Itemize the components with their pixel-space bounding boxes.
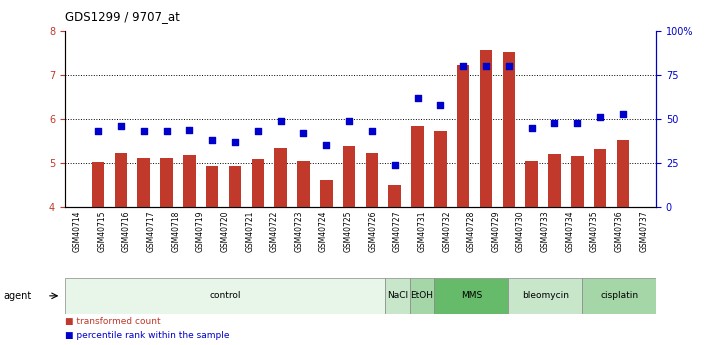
Point	[526, 125, 537, 130]
Text: GSM40716: GSM40716	[122, 210, 131, 252]
Text: GSM40722: GSM40722	[270, 210, 279, 252]
Bar	[275, 148, 287, 207]
Bar	[479, 50, 492, 207]
FancyBboxPatch shape	[508, 278, 583, 314]
Text: GSM40725: GSM40725	[344, 210, 353, 252]
Point	[206, 137, 218, 143]
Point	[549, 120, 560, 125]
Bar	[571, 156, 583, 207]
Bar	[457, 65, 469, 207]
Bar	[594, 149, 606, 207]
Point	[617, 111, 629, 117]
Point	[435, 102, 446, 108]
Text: GSM40734: GSM40734	[565, 210, 575, 252]
Point	[503, 63, 515, 69]
Bar	[92, 162, 105, 207]
Point	[572, 120, 583, 125]
Text: GSM40732: GSM40732	[442, 210, 451, 252]
Bar	[503, 52, 515, 207]
Text: GSM40730: GSM40730	[516, 210, 525, 252]
Point	[343, 118, 355, 124]
Text: GSM40727: GSM40727	[393, 210, 402, 252]
Point	[252, 129, 264, 134]
Text: GSM40715: GSM40715	[97, 210, 106, 252]
Text: agent: agent	[4, 291, 32, 301]
Text: GSM40718: GSM40718	[172, 210, 180, 252]
Bar	[526, 161, 538, 207]
Text: GSM40736: GSM40736	[615, 210, 624, 252]
Bar	[366, 153, 379, 207]
Point	[229, 139, 241, 145]
Text: GSM40717: GSM40717	[146, 210, 156, 252]
Point	[321, 143, 332, 148]
Text: GSM40728: GSM40728	[467, 210, 476, 252]
Bar	[411, 126, 424, 207]
Bar	[160, 158, 173, 207]
Text: GSM40721: GSM40721	[245, 210, 254, 252]
Bar	[389, 185, 401, 207]
Bar	[115, 153, 127, 207]
Point	[92, 129, 104, 134]
Point	[138, 129, 149, 134]
Text: GSM40723: GSM40723	[294, 210, 304, 252]
Text: GDS1299 / 9707_at: GDS1299 / 9707_at	[65, 10, 180, 23]
Bar	[297, 161, 310, 207]
Text: GSM40714: GSM40714	[73, 210, 81, 252]
Bar	[206, 166, 218, 207]
Text: cisplatin: cisplatin	[600, 291, 638, 300]
Point	[457, 63, 469, 69]
Text: GSM40729: GSM40729	[492, 210, 500, 252]
Point	[298, 130, 309, 136]
Bar	[342, 146, 355, 207]
Text: GSM40733: GSM40733	[541, 210, 549, 252]
Text: ■ transformed count: ■ transformed count	[65, 317, 161, 326]
FancyBboxPatch shape	[385, 278, 410, 314]
Point	[161, 129, 172, 134]
Bar	[320, 180, 332, 207]
Text: GSM40720: GSM40720	[221, 210, 229, 252]
Text: GSM40735: GSM40735	[590, 210, 599, 252]
FancyBboxPatch shape	[65, 278, 385, 314]
Text: GSM40719: GSM40719	[196, 210, 205, 252]
Text: bleomycin: bleomycin	[522, 291, 569, 300]
Point	[275, 118, 286, 124]
Point	[184, 127, 195, 132]
Point	[115, 123, 127, 129]
Bar	[138, 158, 150, 207]
Text: MMS: MMS	[461, 291, 482, 300]
Bar	[616, 140, 629, 207]
Point	[366, 129, 378, 134]
Bar	[548, 154, 561, 207]
Bar	[434, 131, 446, 207]
Point	[389, 162, 400, 168]
Bar	[229, 166, 242, 207]
FancyBboxPatch shape	[410, 278, 434, 314]
FancyBboxPatch shape	[583, 278, 656, 314]
Bar	[252, 159, 264, 207]
FancyBboxPatch shape	[434, 278, 508, 314]
Text: GSM40731: GSM40731	[417, 210, 427, 252]
Point	[480, 63, 492, 69]
Text: GSM40724: GSM40724	[319, 210, 328, 252]
Bar	[183, 155, 195, 207]
Text: EtOH: EtOH	[410, 291, 433, 300]
Point	[594, 115, 606, 120]
Point	[412, 95, 423, 101]
Text: ■ percentile rank within the sample: ■ percentile rank within the sample	[65, 331, 229, 340]
Text: control: control	[209, 291, 241, 300]
Text: GSM40737: GSM40737	[640, 210, 648, 252]
Text: GSM40726: GSM40726	[368, 210, 377, 252]
Text: NaCl: NaCl	[387, 291, 408, 300]
